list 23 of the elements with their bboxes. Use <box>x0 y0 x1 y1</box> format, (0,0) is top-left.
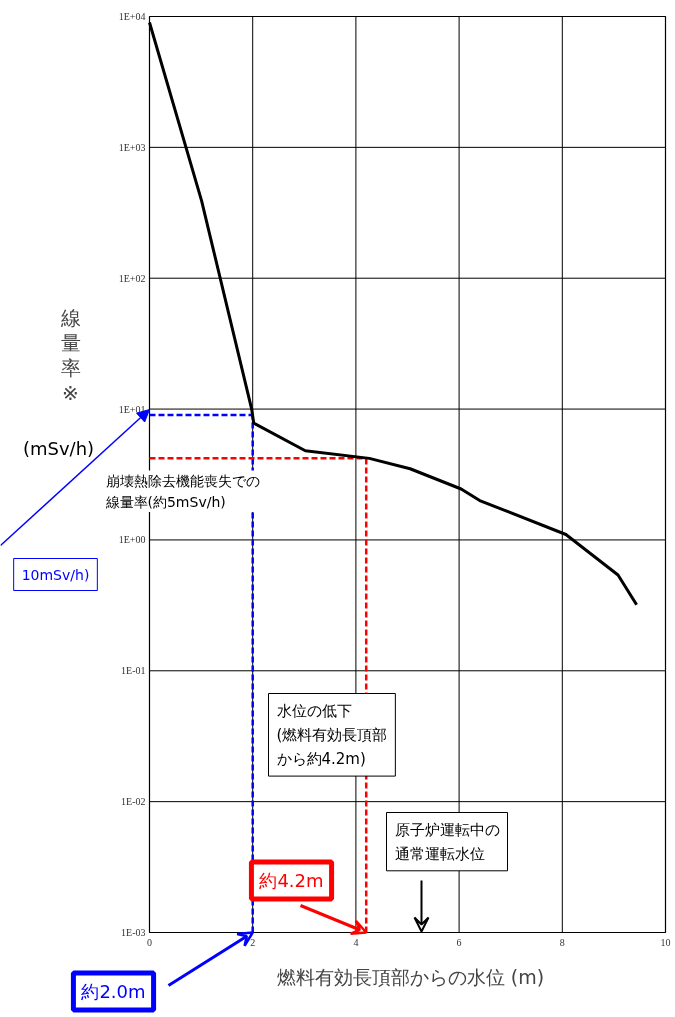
annotation: 崩壊熱除去機能喪失での線量率(約5mSv/h) <box>104 472 260 511</box>
annotation: 原子炉運転中の通常運転水位 <box>394 820 500 863</box>
x-tick-label: 8 <box>559 936 565 948</box>
y-tick-label: 1E-02 <box>121 796 146 808</box>
y-tick-label: 1E+04 <box>118 11 146 22</box>
y-tick-label: 1E+03 <box>118 141 146 153</box>
y-tick-label: 1E+01 <box>118 403 146 415</box>
x-tick-label: 2 <box>250 936 256 948</box>
x-tick-label: 0 <box>147 936 152 948</box>
x-tick-label: 10 <box>660 936 671 948</box>
annotation: 水位の低下(燃料有効長頂部から約4.2m) <box>276 701 388 769</box>
x-tick-label: 6 <box>456 936 462 948</box>
x-tick-label: 4 <box>353 936 359 948</box>
y-axis-title: 線量率※ <box>59 305 81 406</box>
annotation: 約2.0m <box>81 981 146 1002</box>
y-tick-label: 1E+02 <box>118 272 146 284</box>
text: 10mSv/h) <box>21 566 90 583</box>
text: (mSv/h) <box>22 438 95 459</box>
x-axis-title: 燃料有効長頂部からの水位 (m) <box>276 965 545 988</box>
y-tick-label: 1E-03 <box>121 927 146 938</box>
y-tick-label: 1E+00 <box>118 534 146 546</box>
y-tick-label: 1E-01 <box>121 665 146 677</box>
annotation: 約4.2m <box>259 870 324 891</box>
